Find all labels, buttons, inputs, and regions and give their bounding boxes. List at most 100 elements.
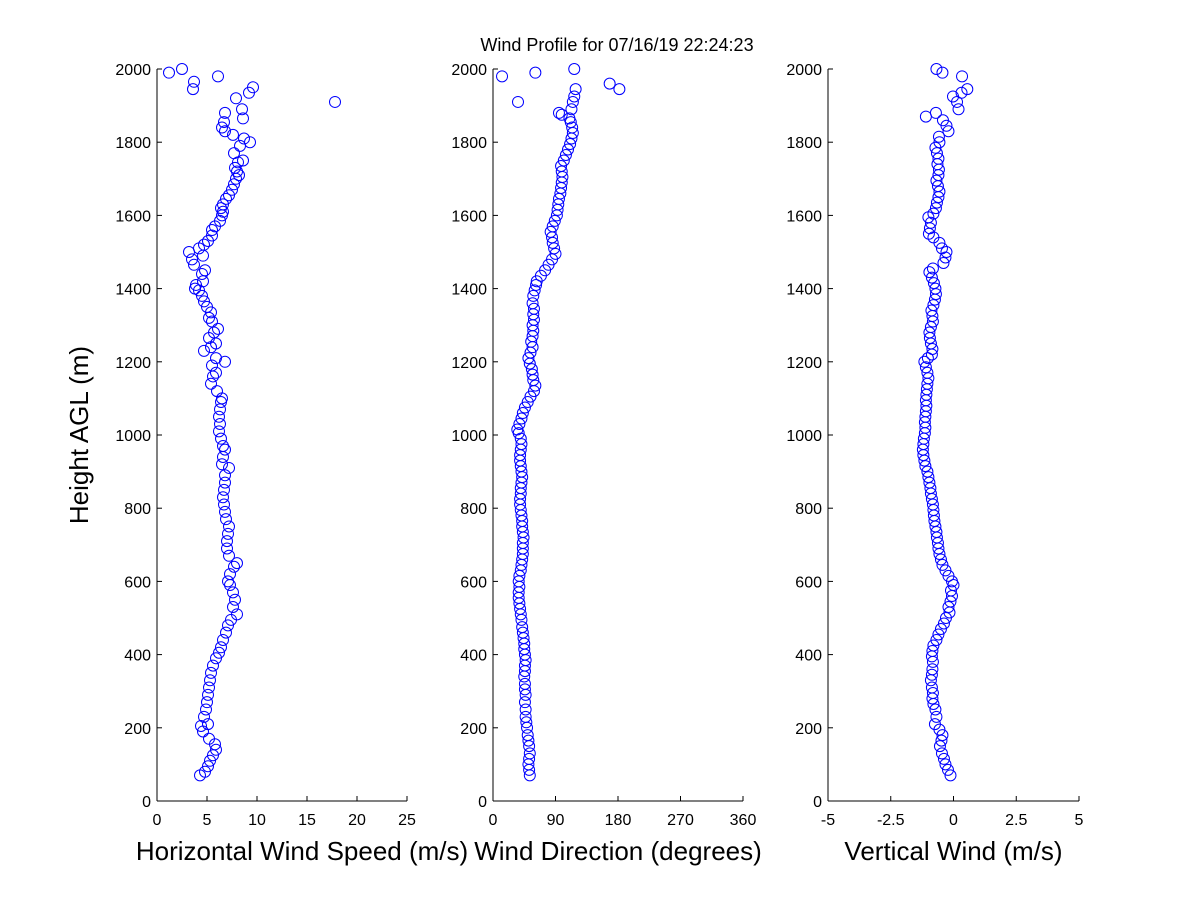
direction-y-tick-label: 600 [460,574,487,591]
speed-data-point [237,154,249,167]
direction-data-point [525,363,538,376]
direction-data-point [603,77,616,90]
vertical-data-point [925,668,938,681]
vertical-data-point [928,718,941,731]
direction-data-point [516,407,529,420]
direction-y-tick-label: 2000 [451,62,487,79]
speed-data-point [228,560,240,573]
vertical-y-tick-label: 200 [795,721,822,738]
direction-y-tick-label: 800 [460,501,487,518]
speed-data-point [223,549,235,562]
direction-data-point [521,396,534,409]
direction-data-point [568,90,581,103]
speed-y-tick-label: 1600 [115,208,151,225]
vertical-data-point [923,326,936,339]
direction-data-point [518,401,531,414]
vertical-data-point [942,125,955,138]
speed-data-point [201,300,213,313]
vertical-y-tick-label: 400 [795,648,822,665]
vertical-data-point [944,769,957,782]
speed-data-point [198,344,210,357]
direction-data-point [557,154,570,167]
direction-data-point [548,214,561,227]
speed-data-point [199,264,211,277]
direction-data-point [555,108,568,121]
vertical-data-point [930,174,943,187]
speed-x-tick-label: 15 [298,812,316,829]
direction-data-point [516,621,529,634]
speed-data-point [237,112,249,125]
vertical-data-point [926,342,939,355]
vertical-x-tick-label: 2.5 [1005,812,1027,829]
speed-x-tick-label: 0 [153,812,162,829]
direction-data-point [563,112,576,125]
vertical-data-point [925,271,938,284]
vertical-y-tick-label: 1800 [786,135,822,152]
vertical-data-point [929,703,942,716]
speed-data-point [204,674,216,687]
direction-data-point [564,138,577,151]
direction-data-point [528,284,541,297]
vertical-data-point [946,90,959,103]
direction-data-point [527,289,540,302]
direction-data-point [520,716,533,729]
vertical-data-point [944,584,957,597]
speed-data-point [228,178,240,191]
vertical-data-point [936,114,949,127]
direction-x-tick-label: 360 [730,812,757,829]
direction-data-point [522,734,535,747]
vertical-data-point [942,601,955,614]
speed-data-point [163,66,175,79]
speed-data-point [183,246,195,258]
vertical-data-point [919,110,932,123]
speed-data-point [202,760,214,773]
vertical-data-point [937,752,950,765]
direction-data-point [555,159,568,172]
vertical-data-point [939,564,952,577]
vertical-data-point [933,740,946,753]
vertical-data-point [937,256,950,269]
speed-data-point [205,666,217,679]
vertical-data-point [936,729,949,742]
speed-data-point [210,352,222,365]
direction-data-point [568,63,581,75]
speed-data-point [203,681,215,694]
vertical-data-point [942,569,955,582]
speed-data-point [216,458,228,471]
speed-y-tick-label: 1000 [115,428,151,445]
speed-data-point [202,718,214,731]
direction-data-point [566,95,579,108]
vertical-data-point [927,299,940,312]
speed-data-point [238,132,250,145]
direction-data-point [515,412,528,425]
speed-data-point [176,63,188,75]
vertical-data-point [925,304,938,317]
speed-y-tick-label: 1800 [115,135,151,152]
speed-data-point [207,659,219,672]
speed-data-point [220,513,232,526]
direction-data-point [526,297,539,310]
vertical-data-point [941,763,954,776]
speed-data-point [201,696,213,709]
direction-data-point [515,438,528,451]
vertical-data-point [929,282,942,295]
speed-data-point [219,469,231,482]
direction-data-point [613,83,626,96]
direction-y-tick-label: 1200 [451,355,487,372]
speed-data-point [221,542,233,555]
speed-data-point [205,377,217,390]
speed-data-point [204,754,216,767]
speed-data-point [213,425,225,438]
direction-data-point [519,710,532,723]
speed-data-point [219,125,231,138]
speed-data-point [227,601,239,614]
speed-data-point [222,575,234,588]
speed-data-point [217,198,229,211]
vertical-y-tick-label: 1600 [786,208,822,225]
direction-data-point [518,696,531,709]
vertical-x-tick-label: -2.5 [877,812,905,829]
vertical-y-tick-label: 1000 [786,428,822,445]
speed-y-tick-label: 200 [124,721,151,738]
speed-data-point [217,491,229,504]
speed-data-point [217,450,229,463]
